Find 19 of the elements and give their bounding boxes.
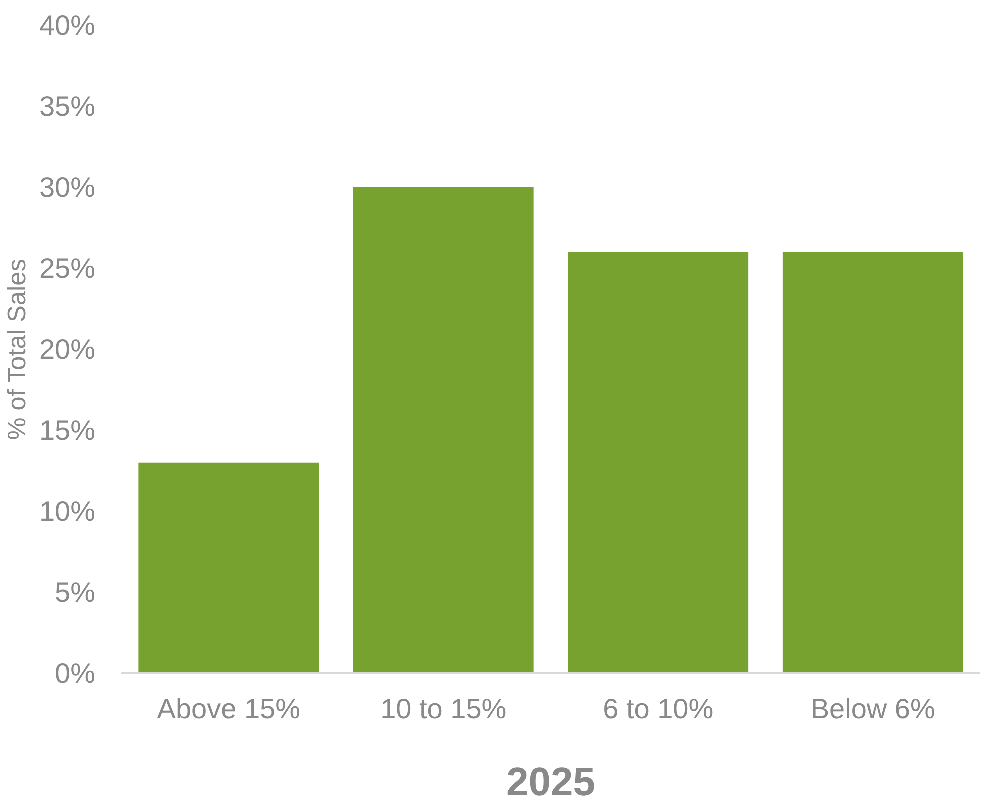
y-axis-title: % of Total Sales	[3, 259, 32, 440]
y-tick-label: 10%	[39, 496, 96, 527]
y-tick-label: 35%	[39, 91, 96, 122]
x-tick-label: 10 to 15%	[380, 694, 507, 724]
bar	[568, 252, 749, 674]
y-tick-label: 25%	[39, 253, 96, 284]
bar	[782, 252, 964, 674]
y-tick-label: 0%	[55, 658, 96, 689]
bar	[138, 462, 320, 674]
y-tick-label: 15%	[39, 415, 96, 446]
x-axis-title: 2025	[506, 760, 596, 802]
y-tick-label: 30%	[39, 172, 96, 203]
x-tick-label: Above 15%	[157, 694, 300, 724]
x-tick-label: Below 6%	[810, 694, 936, 724]
y-tick-label: 40%	[39, 10, 96, 41]
y-tick-label: 20%	[39, 334, 96, 365]
y-tick-label: 5%	[55, 577, 96, 608]
bar	[353, 188, 534, 674]
x-tick-label: 6 to 10%	[603, 694, 714, 724]
